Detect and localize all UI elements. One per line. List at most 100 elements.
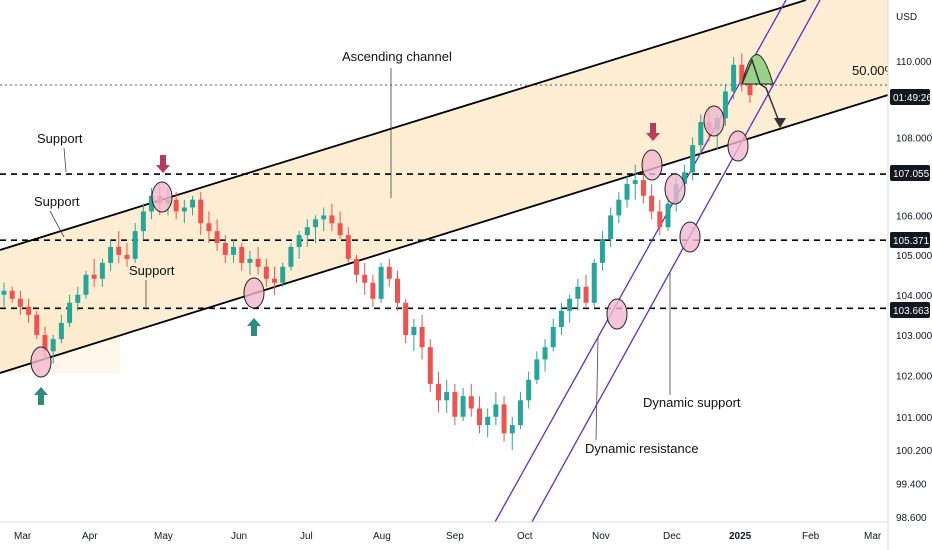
y-tick-label: 108.000 bbox=[896, 133, 932, 144]
fib-level-label: 50.00% bbox=[852, 63, 897, 78]
candle-body bbox=[91, 274, 97, 279]
x-tick-label: Sep bbox=[446, 531, 464, 542]
x-tick-label: Feb bbox=[802, 531, 820, 542]
candle-body bbox=[690, 145, 696, 173]
candle-body bbox=[558, 310, 564, 327]
annotation-layer: Ascending channel Support Support Suppor… bbox=[30, 49, 897, 456]
candle-body bbox=[493, 404, 499, 417]
candle-body bbox=[345, 235, 351, 259]
candle-body bbox=[149, 195, 155, 212]
candle-body bbox=[67, 302, 73, 323]
candle-body bbox=[263, 266, 269, 279]
touch-point-circle[interactable] bbox=[679, 221, 701, 253]
candle-body bbox=[476, 408, 482, 426]
channel-upper-line[interactable] bbox=[0, 0, 807, 251]
candle-body bbox=[632, 180, 638, 185]
candle-body bbox=[378, 266, 384, 299]
touch-point-circle[interactable] bbox=[606, 298, 628, 330]
candle-body bbox=[460, 396, 466, 417]
touch-point-circle[interactable] bbox=[243, 277, 265, 309]
sell-arrow-nov bbox=[650, 123, 656, 133]
channel-fill bbox=[0, 0, 888, 373]
candle-body bbox=[280, 266, 286, 283]
candle-body bbox=[296, 235, 302, 247]
candle-body bbox=[222, 242, 228, 255]
support-label-2: Support bbox=[34, 194, 80, 209]
candle-body bbox=[739, 64, 745, 84]
y-tick-label: 98.600 bbox=[896, 513, 927, 524]
y-tick-label: 102.000 bbox=[896, 372, 932, 383]
price-tag-label: 107.055 bbox=[893, 169, 930, 180]
candle-body bbox=[272, 278, 278, 283]
candle-body bbox=[657, 211, 663, 228]
candle-body bbox=[386, 266, 392, 279]
x-tick-label: Jul bbox=[300, 531, 313, 542]
buy-arrow-mar bbox=[38, 395, 44, 405]
candle-body bbox=[58, 322, 64, 340]
candle-body bbox=[140, 211, 146, 232]
candle-body bbox=[665, 203, 671, 228]
price-tag[interactable] bbox=[890, 302, 930, 318]
x-tick-label: Dec bbox=[663, 531, 681, 542]
x-axis-panel[interactable] bbox=[0, 522, 888, 550]
candle-body bbox=[468, 396, 474, 409]
support-pointer-1 bbox=[63, 147, 67, 173]
y-axis-panel[interactable] bbox=[888, 0, 932, 550]
x-tick-label: Apr bbox=[82, 531, 98, 542]
ascending-channel-label: Ascending channel bbox=[342, 49, 452, 64]
price-tag-label: 01:49:26 bbox=[893, 93, 932, 104]
candle-body bbox=[747, 83, 753, 96]
candle-body bbox=[526, 379, 532, 401]
candle-body bbox=[239, 246, 245, 263]
dynamic-support-line[interactable] bbox=[531, 0, 821, 523]
y-tick-label: 101.000 bbox=[896, 413, 932, 424]
candle-body bbox=[616, 199, 622, 216]
sell-arrow-may-head bbox=[156, 165, 170, 173]
candle-body bbox=[181, 207, 187, 212]
candle-body bbox=[649, 195, 655, 212]
price-tag[interactable] bbox=[890, 165, 930, 181]
candle-body bbox=[485, 416, 491, 426]
touch-point-circle[interactable] bbox=[641, 149, 663, 181]
candle-body bbox=[99, 262, 105, 279]
support-pointer-2 bbox=[49, 210, 65, 238]
candle-body bbox=[304, 227, 310, 236]
price-tag[interactable] bbox=[890, 232, 930, 248]
y-tick-label: 106.000 bbox=[896, 211, 932, 222]
candle-body bbox=[313, 219, 319, 228]
candle-body bbox=[362, 274, 368, 283]
candle-body bbox=[534, 359, 540, 380]
x-tick-label: Aug bbox=[373, 531, 391, 542]
touch-point-circle[interactable] bbox=[703, 105, 725, 137]
dynamic-resistance-line[interactable] bbox=[494, 0, 787, 523]
candle-body bbox=[190, 199, 196, 208]
x-tick-label: 2025 bbox=[729, 531, 752, 542]
candle-body bbox=[419, 326, 425, 348]
candle-body bbox=[731, 64, 737, 92]
touch-point-circle[interactable] bbox=[664, 173, 686, 205]
candle-body bbox=[132, 231, 138, 259]
currency-label: USD bbox=[896, 12, 917, 23]
touch-point-circle[interactable] bbox=[151, 181, 173, 213]
sell-arrow-nov-head bbox=[646, 133, 660, 141]
candle-body bbox=[575, 286, 581, 299]
projection-arc[interactable] bbox=[741, 54, 774, 85]
y-tick-label: 103.000 bbox=[896, 331, 932, 342]
touch-point-circle[interactable] bbox=[727, 130, 749, 162]
candle-body bbox=[370, 282, 376, 299]
y-tick-label: 105.000 bbox=[896, 251, 932, 262]
candle-body bbox=[722, 91, 728, 119]
candle-body bbox=[214, 231, 220, 243]
price-tag[interactable] bbox=[890, 89, 930, 105]
candle-body bbox=[599, 239, 605, 263]
candle-body bbox=[83, 274, 89, 295]
candle-body bbox=[288, 246, 294, 267]
y-tick-label: 110.000 bbox=[896, 57, 932, 68]
candle-body bbox=[608, 215, 614, 240]
x-tick-label: Jun bbox=[231, 531, 247, 542]
y-tick-label: 99.400 bbox=[896, 479, 927, 490]
touch-point-circle[interactable] bbox=[30, 346, 52, 378]
candle-body bbox=[591, 262, 597, 303]
x-tick-label: Nov bbox=[592, 531, 610, 542]
